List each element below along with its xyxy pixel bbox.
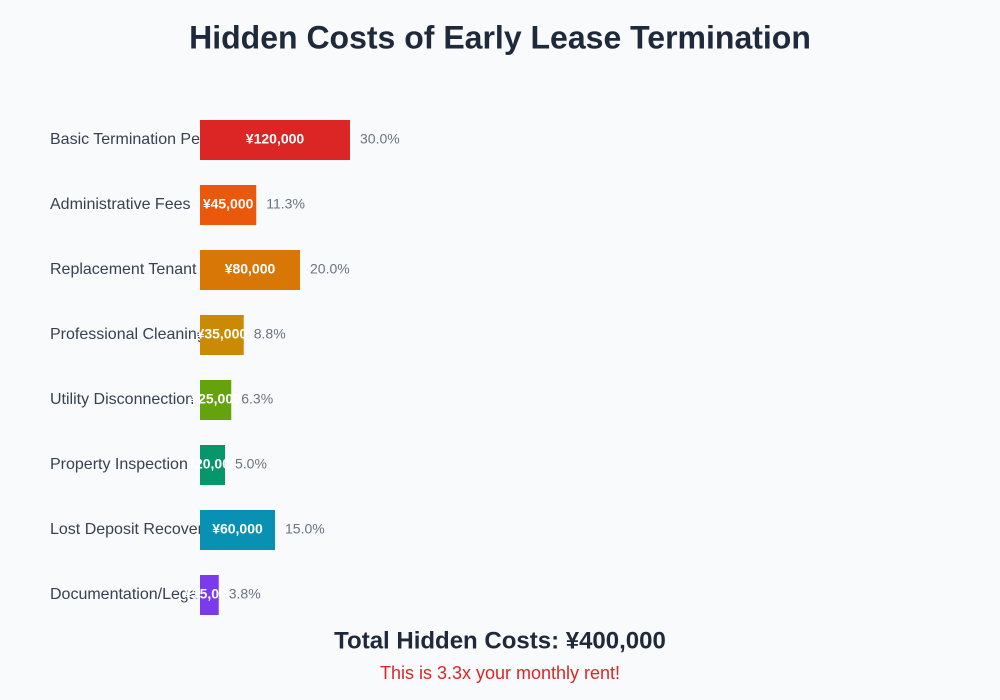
category-label: Lost Deposit Recover bbox=[50, 521, 204, 538]
percent-label: 30.0% bbox=[360, 131, 400, 147]
bar bbox=[200, 445, 225, 485]
value-label: ¥60,000 bbox=[212, 521, 263, 537]
category-label: Professional Cleaning bbox=[50, 326, 206, 343]
chart-title: Hidden Costs of Early Lease Termination bbox=[189, 19, 811, 55]
bar bbox=[200, 120, 350, 160]
value-label: ¥15,000 bbox=[184, 586, 235, 602]
percent-label: 11.3% bbox=[266, 196, 305, 212]
bar bbox=[200, 510, 275, 550]
percent-label: 3.8% bbox=[229, 586, 261, 602]
value-label: ¥80,000 bbox=[225, 261, 276, 277]
percent-label: 6.3% bbox=[241, 391, 273, 407]
category-label: Basic Termination Pe bbox=[50, 131, 200, 148]
bar bbox=[200, 185, 257, 225]
category-label: Utility Disconnection bbox=[50, 391, 194, 408]
percent-label: 8.8% bbox=[254, 326, 286, 342]
value-label: ¥20,000 bbox=[187, 456, 238, 472]
value-label: ¥35,000 bbox=[197, 326, 248, 342]
percent-label: 20.0% bbox=[310, 261, 350, 277]
category-label: Property Inspection bbox=[50, 456, 188, 473]
category-label: Documentation/Lega bbox=[50, 586, 198, 603]
bar bbox=[200, 315, 244, 355]
bar bbox=[200, 575, 219, 615]
bar bbox=[200, 250, 300, 290]
percent-label: 5.0% bbox=[235, 456, 267, 472]
value-label: ¥120,000 bbox=[246, 131, 305, 147]
percent-label: 15.0% bbox=[285, 521, 325, 537]
category-label: Administrative Fees bbox=[50, 196, 191, 213]
bar bbox=[200, 380, 232, 420]
category-label: Replacement Tenant bbox=[50, 261, 197, 278]
note: This is 3.3x your monthly rent! bbox=[380, 663, 620, 683]
value-label: ¥45,000 bbox=[203, 196, 254, 212]
value-label: ¥25,000 bbox=[190, 391, 241, 407]
total-label: Total Hidden Costs: ¥400,000 bbox=[334, 627, 666, 654]
